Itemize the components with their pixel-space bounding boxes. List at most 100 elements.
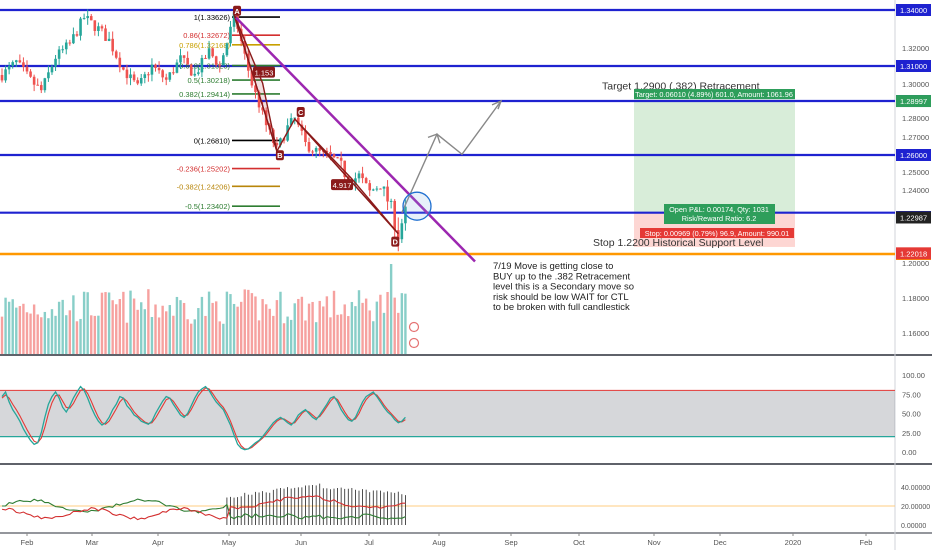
- volume-bar: [161, 305, 164, 354]
- price-axis-tick: 1.25000: [902, 168, 929, 177]
- adx-panel: 40.00000 20.00000 0.00000: [0, 483, 930, 530]
- volume-bar: [314, 322, 318, 354]
- pattern-point-label: A: [234, 7, 240, 16]
- candle-body: [400, 223, 404, 240]
- price-axis-tick: 1.26000: [900, 151, 927, 160]
- fib-level-label: 0.5(1.30218): [187, 76, 230, 85]
- fib-level-label: 0.618(1.31023): [179, 62, 230, 71]
- volume-bar: [193, 319, 196, 354]
- volume-bar: [254, 296, 257, 354]
- candle-body: [179, 55, 182, 63]
- volume-bar: [154, 304, 157, 354]
- adx-axis-tick: 40.00000: [901, 485, 930, 492]
- candle-body: [336, 157, 339, 159]
- volume-bar: [272, 315, 275, 354]
- volume-bar: [90, 315, 93, 354]
- candle-body: [254, 85, 257, 93]
- open-pnl-text: Open P&L: 0.00174, Qty: 1031: [669, 205, 769, 214]
- price-axis-tick: 1.20000: [902, 259, 929, 268]
- candle-body: [239, 28, 243, 42]
- projection-path: [401, 100, 502, 213]
- volume-bar: [257, 320, 261, 354]
- candle-body: [139, 78, 143, 84]
- candle-body: [118, 57, 122, 68]
- price-axis-tick: 1.27000: [902, 133, 929, 142]
- candle-body: [393, 200, 396, 231]
- pattern-point-badge: [296, 106, 305, 117]
- stochastic-band: [0, 390, 895, 437]
- fib-level-label: 0.382(1.29414): [179, 90, 230, 99]
- candle-body: [104, 28, 107, 41]
- candle-body: [368, 183, 372, 191]
- adx-axis-tick: 0.00000: [901, 523, 926, 530]
- horizontal-levels: [0, 8, 895, 256]
- candle-body: [297, 117, 300, 125]
- candle-body: [279, 138, 282, 146]
- candle-body: [214, 56, 218, 65]
- fibonacci-extension[interactable]: 1(1.33626) 0.86(1.32672)0.786(1.32168) 0.6…: [177, 13, 280, 211]
- candle-body: [289, 118, 293, 126]
- pattern-ratio-label: 1.153: [255, 69, 274, 78]
- time-axis-label: Aug: [432, 538, 445, 547]
- pattern-point-badge: [233, 5, 242, 16]
- volume-bar: [132, 298, 136, 354]
- candle-body: [150, 64, 154, 75]
- risk-reward-text: Risk/Reward Ratio: 6.2: [682, 214, 757, 223]
- trade-note-line: BUY up to the .382 Retracement: [493, 271, 630, 282]
- candle-body: [371, 189, 375, 191]
- candle-body: [332, 154, 336, 158]
- minus-di-line: [1, 495, 406, 521]
- stochastic-axis-tick: 0.00: [902, 448, 917, 457]
- target-info-box: [634, 89, 795, 99]
- chart-drawings[interactable]: [233, 14, 503, 263]
- candle-body: [129, 74, 132, 79]
- candle-body: [39, 85, 43, 91]
- fib-level-label: -0.382(1.24206): [177, 182, 231, 191]
- time-axis-label: Apr: [152, 538, 164, 547]
- candle-body: [79, 18, 82, 36]
- volume-bar: [289, 319, 293, 354]
- time-axis-label: Jul: [364, 538, 374, 547]
- candle-body: [168, 72, 172, 80]
- volume-bar: [25, 312, 29, 354]
- volume-bar: [300, 296, 304, 354]
- volume-bar: [65, 315, 68, 354]
- volume-bar: [354, 306, 357, 354]
- volume-bar: [54, 315, 57, 354]
- volume-bar: [400, 293, 404, 354]
- candle-body: [22, 62, 25, 67]
- volume-bar: [225, 291, 229, 354]
- volume-bar: [293, 303, 296, 354]
- candle-body: [304, 130, 307, 143]
- candle-body: [72, 34, 75, 44]
- candle-body: [314, 148, 318, 152]
- candle-body: [29, 71, 32, 77]
- candle-body: [75, 34, 79, 36]
- volume-bar: [243, 289, 246, 354]
- volume-bar: [204, 315, 207, 354]
- volume-bar: [397, 312, 400, 354]
- volume-bar: [32, 304, 36, 354]
- volume-bar: [229, 294, 232, 354]
- candle-body: [250, 70, 254, 86]
- candle-body: [207, 48, 211, 59]
- candle-body: [157, 68, 161, 71]
- candle-body: [200, 57, 204, 73]
- volume-bar: [275, 300, 279, 354]
- volume-bar: [147, 289, 150, 354]
- projection-arrowhead: [491, 99, 503, 110]
- volume-bar: [100, 292, 104, 354]
- volume-bar: [329, 317, 332, 354]
- candle-body: [211, 48, 214, 57]
- fib-level-label: -0.5(1.23402): [185, 202, 231, 211]
- harmonic-pattern-line: [233, 14, 399, 235]
- volume-bar: [197, 308, 200, 354]
- price-axis-tick: 1.30000: [902, 80, 929, 89]
- stochastic-panel: 100.00 75.00 50.00 25.00 0.00: [0, 371, 925, 457]
- price-axis-tick: 1.34000: [900, 6, 927, 15]
- volume-bar: [7, 301, 11, 354]
- trade-note-line: to be broken with full candlestick: [493, 302, 630, 313]
- candle-body: [357, 173, 361, 179]
- price-axis-tick: 1.16000: [902, 329, 929, 338]
- long-position-tool[interactable]: [634, 98, 795, 247]
